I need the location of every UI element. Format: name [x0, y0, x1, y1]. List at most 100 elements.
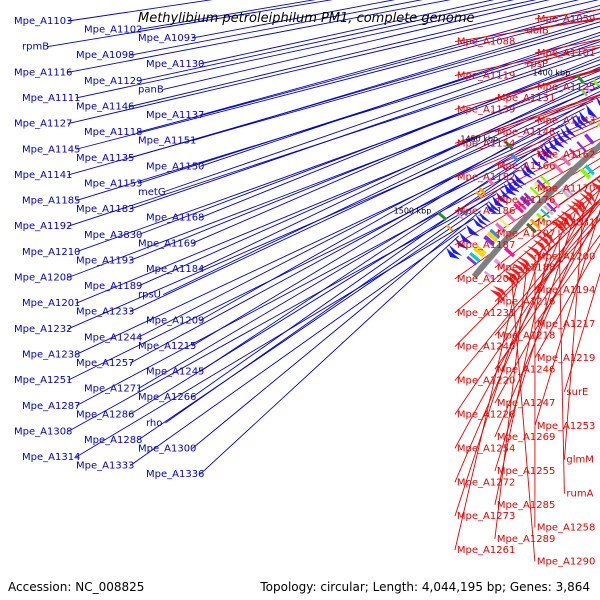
reverse-cds-feature — [573, 197, 588, 213]
forward-connector — [199, 235, 459, 475]
forward-connector — [163, 85, 600, 296]
tick-label: 1450 kbp — [460, 135, 498, 144]
reverse-gene-label: Mpe_A1101 — [537, 48, 595, 59]
forward-cog-feature — [519, 195, 532, 207]
forward-gene-label: Mpe_A1208 — [14, 273, 72, 284]
forward-gene-label: Mpe_A1333 — [76, 461, 134, 472]
outer-feature — [584, 85, 592, 94]
outer-feature — [459, 208, 467, 216]
reverse-gene-label: Mpe_A1247 — [497, 398, 555, 409]
forward-gene-label: Mpe_A1183 — [76, 204, 134, 215]
reverse-cds-feature — [508, 267, 524, 281]
reverse-gene-label: Mpe_A1187 — [457, 240, 515, 251]
forward-cog-feature — [536, 179, 547, 190]
reverse-gene-label: Mpe_A1289 — [497, 534, 555, 545]
outer-feature — [445, 224, 454, 232]
reverse-gene-label: Mpe_A1254 — [457, 443, 515, 454]
forward-connector — [129, 130, 560, 364]
forward-connector — [191, 161, 528, 398]
reverse-cog-feature — [543, 204, 554, 216]
forward-cds-feature — [477, 210, 492, 223]
forward-gene-label: Mpe_A1286 — [76, 409, 134, 420]
reverse-gene-label: Mpe_A1176 — [497, 195, 555, 206]
forward-cds-feature — [523, 162, 537, 176]
forward-connector — [200, 31, 600, 167]
reverse-gene-label: Mpe_A1206 — [457, 274, 515, 285]
outer-feature — [486, 178, 495, 186]
outer-feature — [592, 78, 600, 87]
forward-gene-label: Mpe_A1127 — [14, 119, 72, 130]
tick-mark — [575, 74, 585, 84]
forward-connector — [75, 218, 474, 458]
reverse-gene-label: Mpe_A1119 — [457, 71, 515, 82]
forward-gene-label: Mpe_A1168 — [146, 213, 204, 224]
forward-cog-feature — [540, 175, 551, 186]
forward-cds-feature — [564, 123, 577, 138]
genome-backbone — [471, 141, 600, 279]
forward-connector — [47, 0, 333, 48]
forward-gene-label: Mpe_A1201 — [22, 298, 80, 309]
outer-feature — [478, 187, 487, 195]
forward-connector — [200, 77, 600, 270]
forward-connector — [199, 138, 552, 372]
reverse-cog-feature — [526, 222, 537, 234]
forward-gene-label: Mpe_A1215 — [138, 341, 196, 352]
forward-gene-label: Mpe_A1130 — [146, 59, 204, 70]
reverse-gene-label: Mpe_A1154 — [457, 138, 515, 149]
forward-gene-label: Mpe_A1103 — [14, 16, 72, 27]
forward-gene-label: Mpe_A1116 — [14, 67, 72, 78]
reverse-connector — [494, 68, 600, 99]
reverse-connector — [558, 229, 565, 494]
reverse-gene-label: Mpe_A1143 — [537, 116, 595, 127]
forward-connector — [138, 34, 600, 184]
forward-cds-feature — [520, 166, 534, 179]
forward-cog-feature — [473, 246, 485, 258]
forward-connector — [138, 0, 316, 30]
reverse-cds-feature — [594, 177, 600, 184]
forward-cds-feature — [575, 113, 588, 128]
forward-connector — [138, 8, 600, 133]
reverse-gene-label: Mpe_A1139 — [457, 104, 515, 115]
forward-cog-feature — [469, 251, 481, 263]
forward-connector — [191, 115, 577, 347]
forward-cog-feature — [476, 244, 487, 255]
label-connector-lines — [47, 0, 600, 562]
reverse-cog-feature — [529, 218, 541, 230]
forward-cog-feature — [466, 255, 478, 266]
reverse-cds-feature — [556, 214, 572, 229]
reverse-gene-label: Mpe_A1200 — [537, 251, 595, 262]
reverse-gene-label: Mpe_A1207 — [497, 229, 555, 240]
forward-cds-feature — [556, 131, 569, 145]
reverse-cog-feature — [503, 246, 516, 258]
forward-gene-label: Mpe_A1098 — [76, 50, 134, 61]
reverse-connector — [454, 158, 600, 246]
reverse-cds-feature — [504, 271, 521, 285]
reverse-connector — [454, 94, 600, 144]
reverse-gene-label: Mpe_A1219 — [537, 353, 595, 364]
reverse-cds-feature — [540, 231, 556, 245]
forward-gene-label: Mpe_A1257 — [76, 358, 134, 369]
reverse-cog-feature — [560, 187, 571, 199]
reverse-gene-label: Mpe_A1253 — [537, 421, 595, 432]
forward-cds-feature — [506, 179, 520, 193]
forward-connector — [138, 81, 600, 287]
forward-connector — [200, 0, 495, 65]
forward-connector — [163, 0, 550, 90]
forward-gene-label: Mpe_A1153 — [84, 178, 142, 189]
forward-cds-feature — [513, 172, 527, 186]
forward-gene-label: Mpe_A1266 — [138, 392, 196, 403]
forward-gene-label: Mpe_A1245 — [146, 367, 204, 378]
forward-connector — [138, 59, 600, 236]
forward-gene-label: Mpe_A1189 — [84, 281, 142, 292]
forward-gene-label: Mpe_A1209 — [146, 315, 204, 326]
map-title: Methylibium petroleiphilum PM1, complete… — [138, 11, 475, 26]
reverse-gene-label: Mpe_A1216 — [497, 297, 555, 308]
forward-connector — [137, 153, 536, 390]
reverse-cog-feature — [540, 208, 551, 219]
reverse-connector — [494, 263, 528, 539]
forward-connector — [200, 4, 600, 116]
forward-gene-label: Mpe_A1193 — [76, 255, 134, 266]
forward-connector — [68, 100, 594, 330]
reverse-connector — [494, 211, 600, 404]
reverse-connector — [494, 188, 600, 438]
